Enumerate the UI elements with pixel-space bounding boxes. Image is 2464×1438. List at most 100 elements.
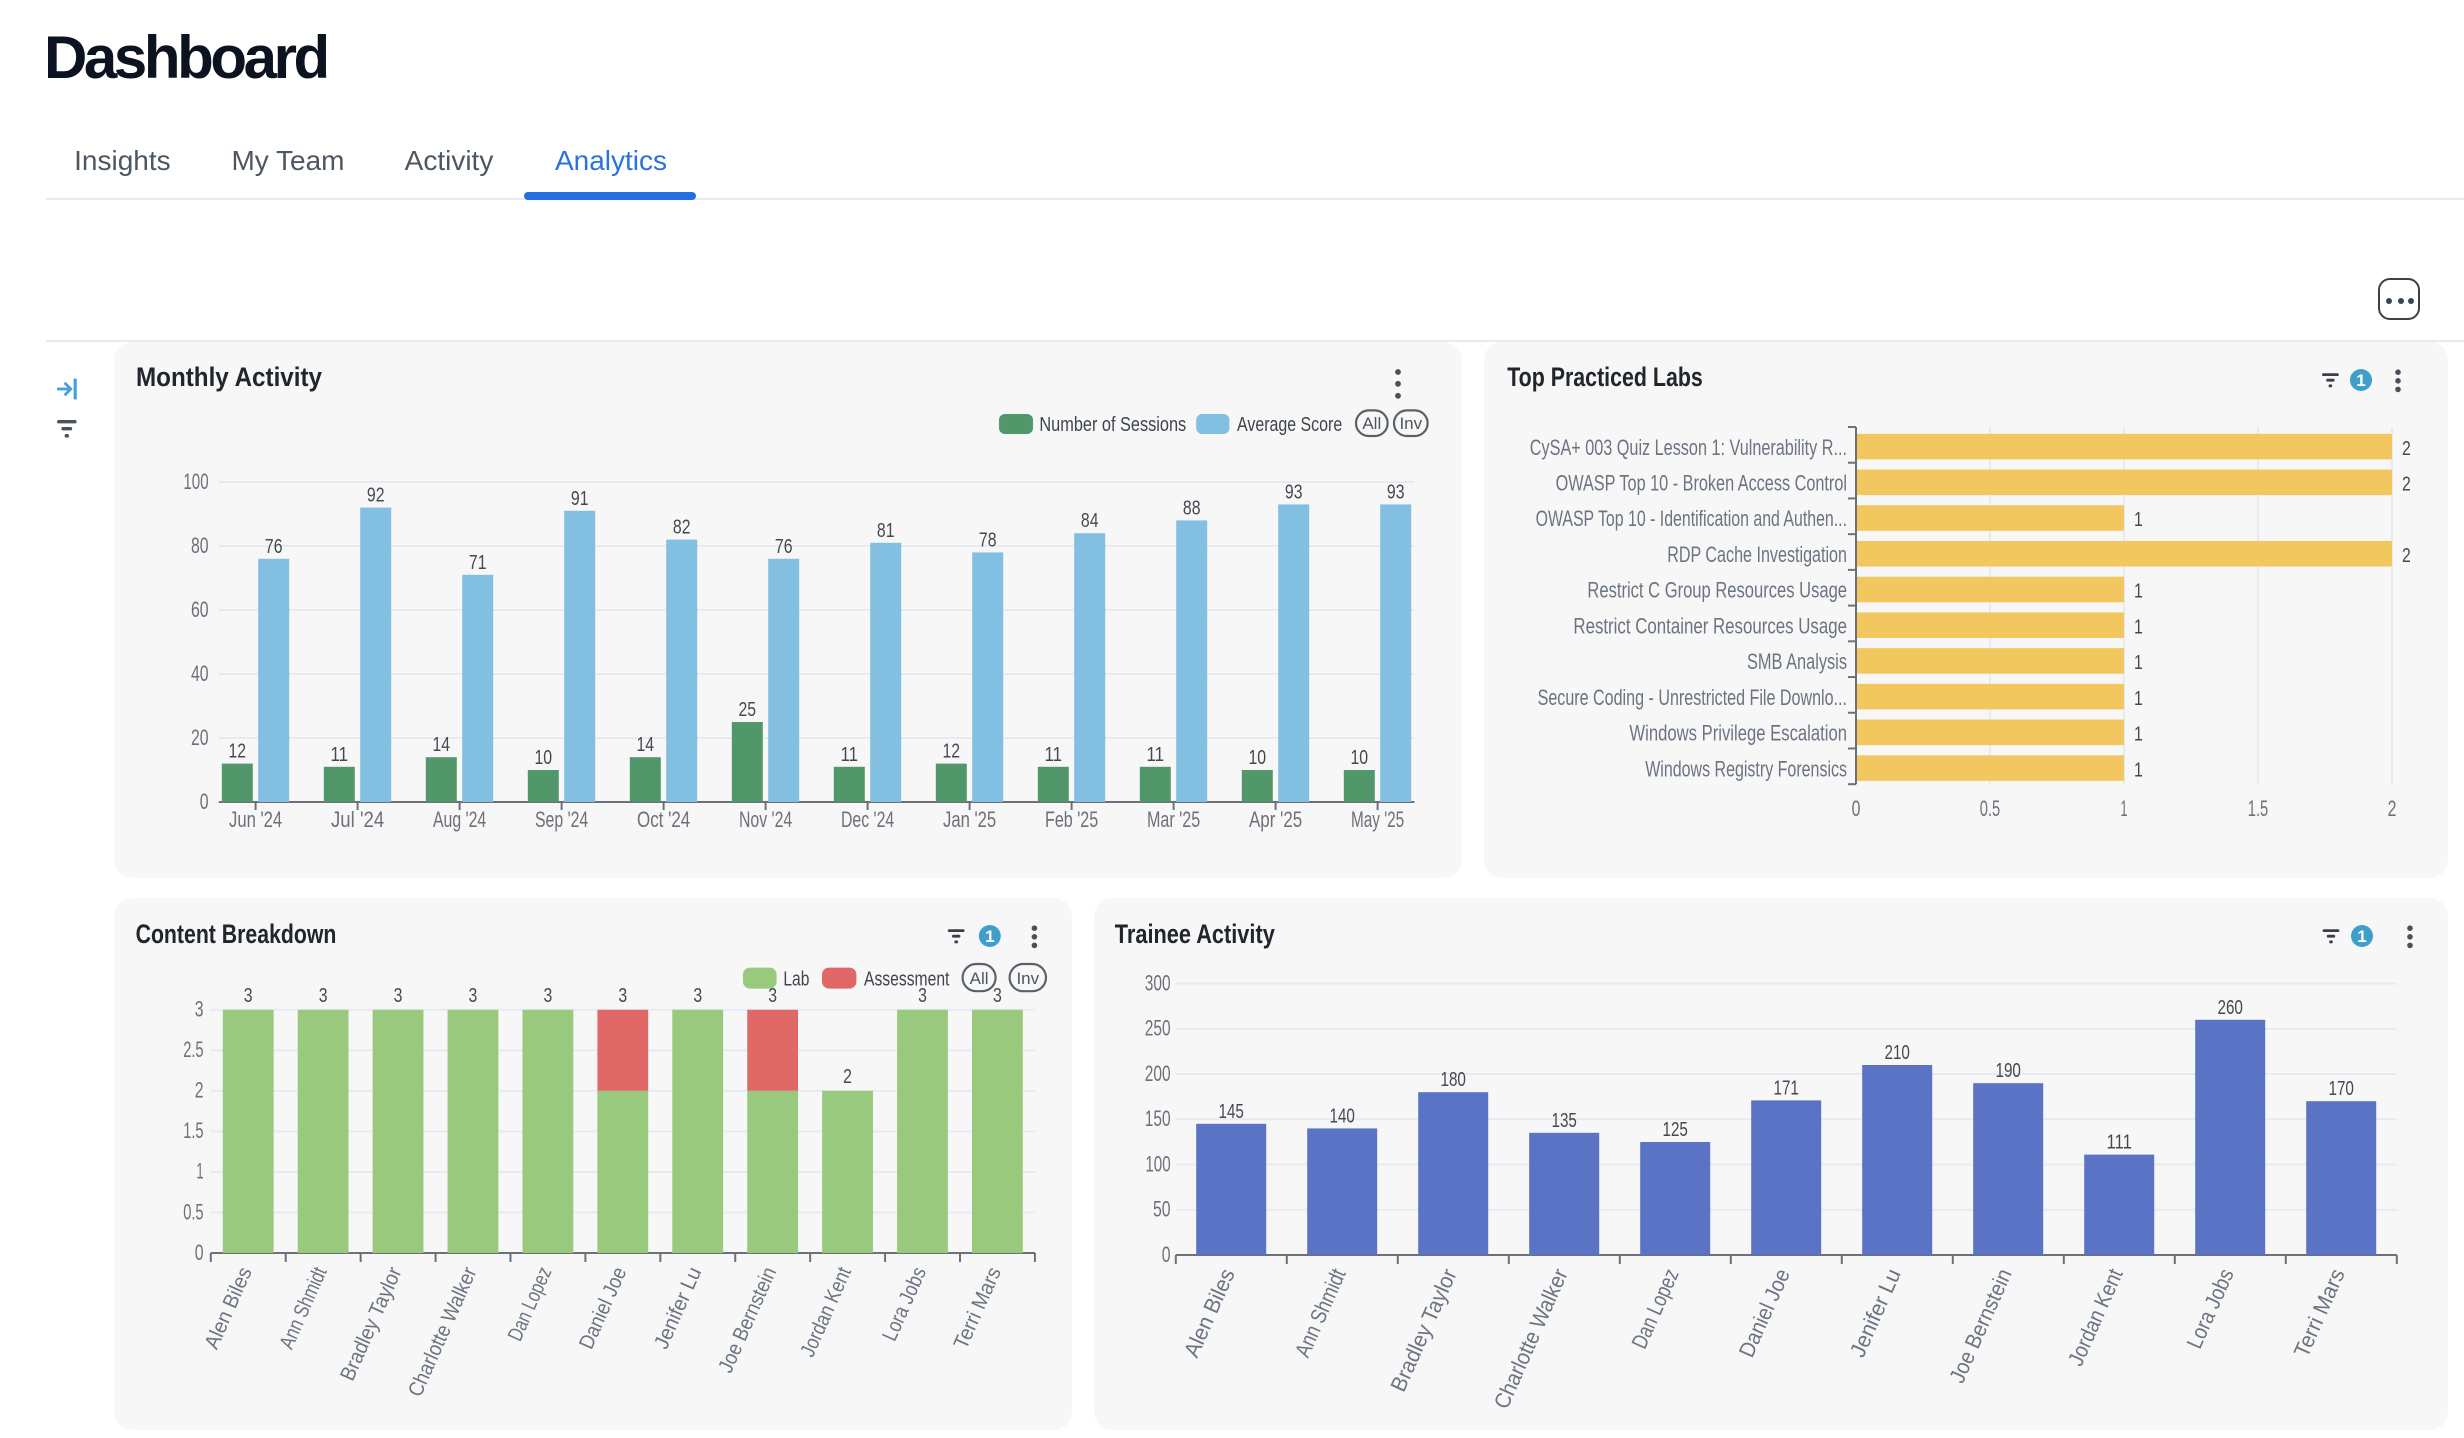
- svg-text:Aug '24: Aug '24: [432, 806, 485, 831]
- svg-text:1: 1: [984, 926, 993, 945]
- svg-text:40: 40: [190, 660, 208, 685]
- svg-text:0: 0: [1852, 795, 1861, 820]
- svg-text:11: 11: [1044, 743, 1062, 765]
- svg-text:Joe Bernstein: Joe Bernstein: [1943, 1264, 2016, 1386]
- svg-text:Average Score: Average Score: [1236, 413, 1341, 435]
- svg-text:100: 100: [182, 468, 207, 493]
- svg-text:76: 76: [264, 535, 282, 557]
- svg-text:2: 2: [842, 1065, 851, 1087]
- svg-text:190: 190: [1995, 1059, 2020, 1081]
- svg-text:Jenifer Lu: Jenifer Lu: [649, 1263, 705, 1352]
- svg-text:3: 3: [692, 984, 701, 1006]
- svg-text:3: 3: [542, 984, 551, 1006]
- svg-text:Alen Biles: Alen Biles: [199, 1263, 255, 1352]
- svg-text:CySA+ 003 Quiz Lesson 1: Vulne: CySA+ 003 Quiz Lesson 1: Vulnerability R…: [1530, 434, 1847, 459]
- svg-text:92: 92: [366, 484, 384, 506]
- svg-text:Nov '24: Nov '24: [738, 806, 791, 831]
- svg-text:3: 3: [318, 984, 327, 1006]
- svg-text:145: 145: [1218, 1100, 1243, 1122]
- svg-text:150: 150: [1144, 1105, 1170, 1130]
- svg-text:0.5: 0.5: [1980, 795, 2000, 820]
- svg-text:1: 1: [2134, 580, 2143, 602]
- svg-text:OWASP Top 10 - Identification: OWASP Top 10 - Identification and Authen…: [1536, 505, 1847, 530]
- svg-text:3: 3: [194, 996, 203, 1021]
- svg-text:170: 170: [2328, 1077, 2353, 1099]
- svg-text:93: 93: [1386, 480, 1404, 502]
- svg-text:2: 2: [2402, 544, 2411, 566]
- svg-text:Inv: Inv: [1398, 413, 1421, 432]
- svg-text:1: 1: [2134, 687, 2143, 709]
- svg-text:10: 10: [1248, 746, 1266, 768]
- svg-text:82: 82: [672, 516, 690, 538]
- svg-text:Dan Lopez: Dan Lopez: [1626, 1264, 1683, 1351]
- svg-text:0: 0: [194, 1239, 203, 1264]
- svg-text:All: All: [1361, 413, 1380, 432]
- svg-text:11: 11: [840, 743, 858, 765]
- svg-text:Terri Mars: Terri Mars: [949, 1263, 1005, 1352]
- svg-text:12: 12: [942, 740, 960, 762]
- svg-text:11: 11: [1146, 743, 1164, 765]
- svg-text:2: 2: [2388, 795, 2397, 820]
- svg-text:2.5: 2.5: [182, 1036, 202, 1061]
- svg-text:Terri Mars: Terri Mars: [2288, 1264, 2349, 1360]
- svg-text:3: 3: [393, 984, 402, 1006]
- svg-text:Bradley Taylor: Bradley Taylor: [1384, 1264, 1460, 1394]
- svg-text:Daniel Joe: Daniel Joe: [1733, 1264, 1794, 1360]
- svg-text:2: 2: [194, 1077, 203, 1102]
- svg-text:80: 80: [190, 532, 208, 557]
- svg-text:Charlotte Walker: Charlotte Walker: [403, 1263, 481, 1400]
- svg-text:RDP Cache Investigation: RDP Cache Investigation: [1667, 541, 1847, 566]
- svg-text:Mar '25: Mar '25: [1146, 806, 1199, 831]
- svg-text:250: 250: [1144, 1015, 1170, 1040]
- svg-text:3: 3: [992, 984, 1001, 1006]
- svg-text:OWASP Top 10 - Broken Access C: OWASP Top 10 - Broken Access Control: [1556, 470, 1847, 495]
- svg-text:Sep '24: Sep '24: [534, 806, 587, 831]
- svg-text:88: 88: [1182, 496, 1200, 518]
- svg-text:25: 25: [738, 698, 756, 720]
- svg-text:1: 1: [2356, 370, 2365, 389]
- svg-text:91: 91: [570, 487, 588, 509]
- svg-text:3: 3: [617, 984, 626, 1006]
- svg-text:Alen Biles: Alen Biles: [1178, 1264, 1239, 1360]
- svg-text:1: 1: [2134, 508, 2143, 530]
- svg-text:135: 135: [1551, 1109, 1576, 1131]
- svg-text:Restrict C Group Resources Usa: Restrict C Group Resources Usage: [1587, 577, 1847, 602]
- svg-text:111: 111: [2106, 1131, 2131, 1153]
- svg-text:10: 10: [534, 746, 552, 768]
- svg-text:Ann Shmidt: Ann Shmidt: [1289, 1264, 1350, 1360]
- svg-text:Number of Sessions: Number of Sessions: [1038, 413, 1185, 435]
- svg-text:Trainee Activity: Trainee Activity: [1114, 918, 1274, 948]
- svg-text:1.5: 1.5: [182, 1117, 202, 1142]
- svg-text:Jul '24: Jul '24: [330, 806, 383, 831]
- svg-text:Bradley Taylor: Bradley Taylor: [335, 1263, 406, 1384]
- svg-text:10: 10: [1350, 746, 1368, 768]
- svg-text:171: 171: [1773, 1076, 1798, 1098]
- svg-text:14: 14: [432, 733, 450, 755]
- svg-text:1.5: 1.5: [2248, 795, 2268, 820]
- svg-text:3: 3: [468, 984, 477, 1006]
- svg-text:Windows Privilege Escalation: Windows Privilege Escalation: [1629, 720, 1847, 745]
- svg-text:20: 20: [190, 724, 208, 749]
- svg-text:125: 125: [1662, 1118, 1687, 1140]
- svg-text:3: 3: [917, 984, 926, 1006]
- svg-text:Secure Coding - Unrestricted F: Secure Coding - Unrestricted File Downlo…: [1538, 684, 1847, 709]
- svg-text:140: 140: [1329, 1104, 1354, 1126]
- svg-text:210: 210: [1884, 1041, 1909, 1063]
- svg-text:81: 81: [876, 519, 894, 541]
- svg-text:Jan '25: Jan '25: [942, 806, 995, 831]
- svg-text:Joe Bernstein: Joe Bernstein: [713, 1263, 780, 1376]
- svg-text:76: 76: [774, 535, 792, 557]
- svg-text:1: 1: [2134, 723, 2143, 745]
- svg-text:Windows Registry Forensics: Windows Registry Forensics: [1645, 755, 1847, 780]
- svg-text:Jordan Kent: Jordan Kent: [795, 1263, 855, 1360]
- svg-text:100: 100: [1144, 1150, 1169, 1175]
- svg-text:0.5: 0.5: [182, 1198, 202, 1223]
- svg-text:200: 200: [1144, 1060, 1170, 1085]
- svg-text:60: 60: [190, 596, 208, 621]
- svg-text:71: 71: [468, 551, 486, 573]
- svg-text:50: 50: [1152, 1196, 1170, 1221]
- svg-text:14: 14: [636, 733, 654, 755]
- svg-text:Daniel Joe: Daniel Joe: [574, 1263, 630, 1352]
- svg-text:Oct '24: Oct '24: [636, 806, 689, 831]
- svg-text:May '25: May '25: [1350, 806, 1403, 831]
